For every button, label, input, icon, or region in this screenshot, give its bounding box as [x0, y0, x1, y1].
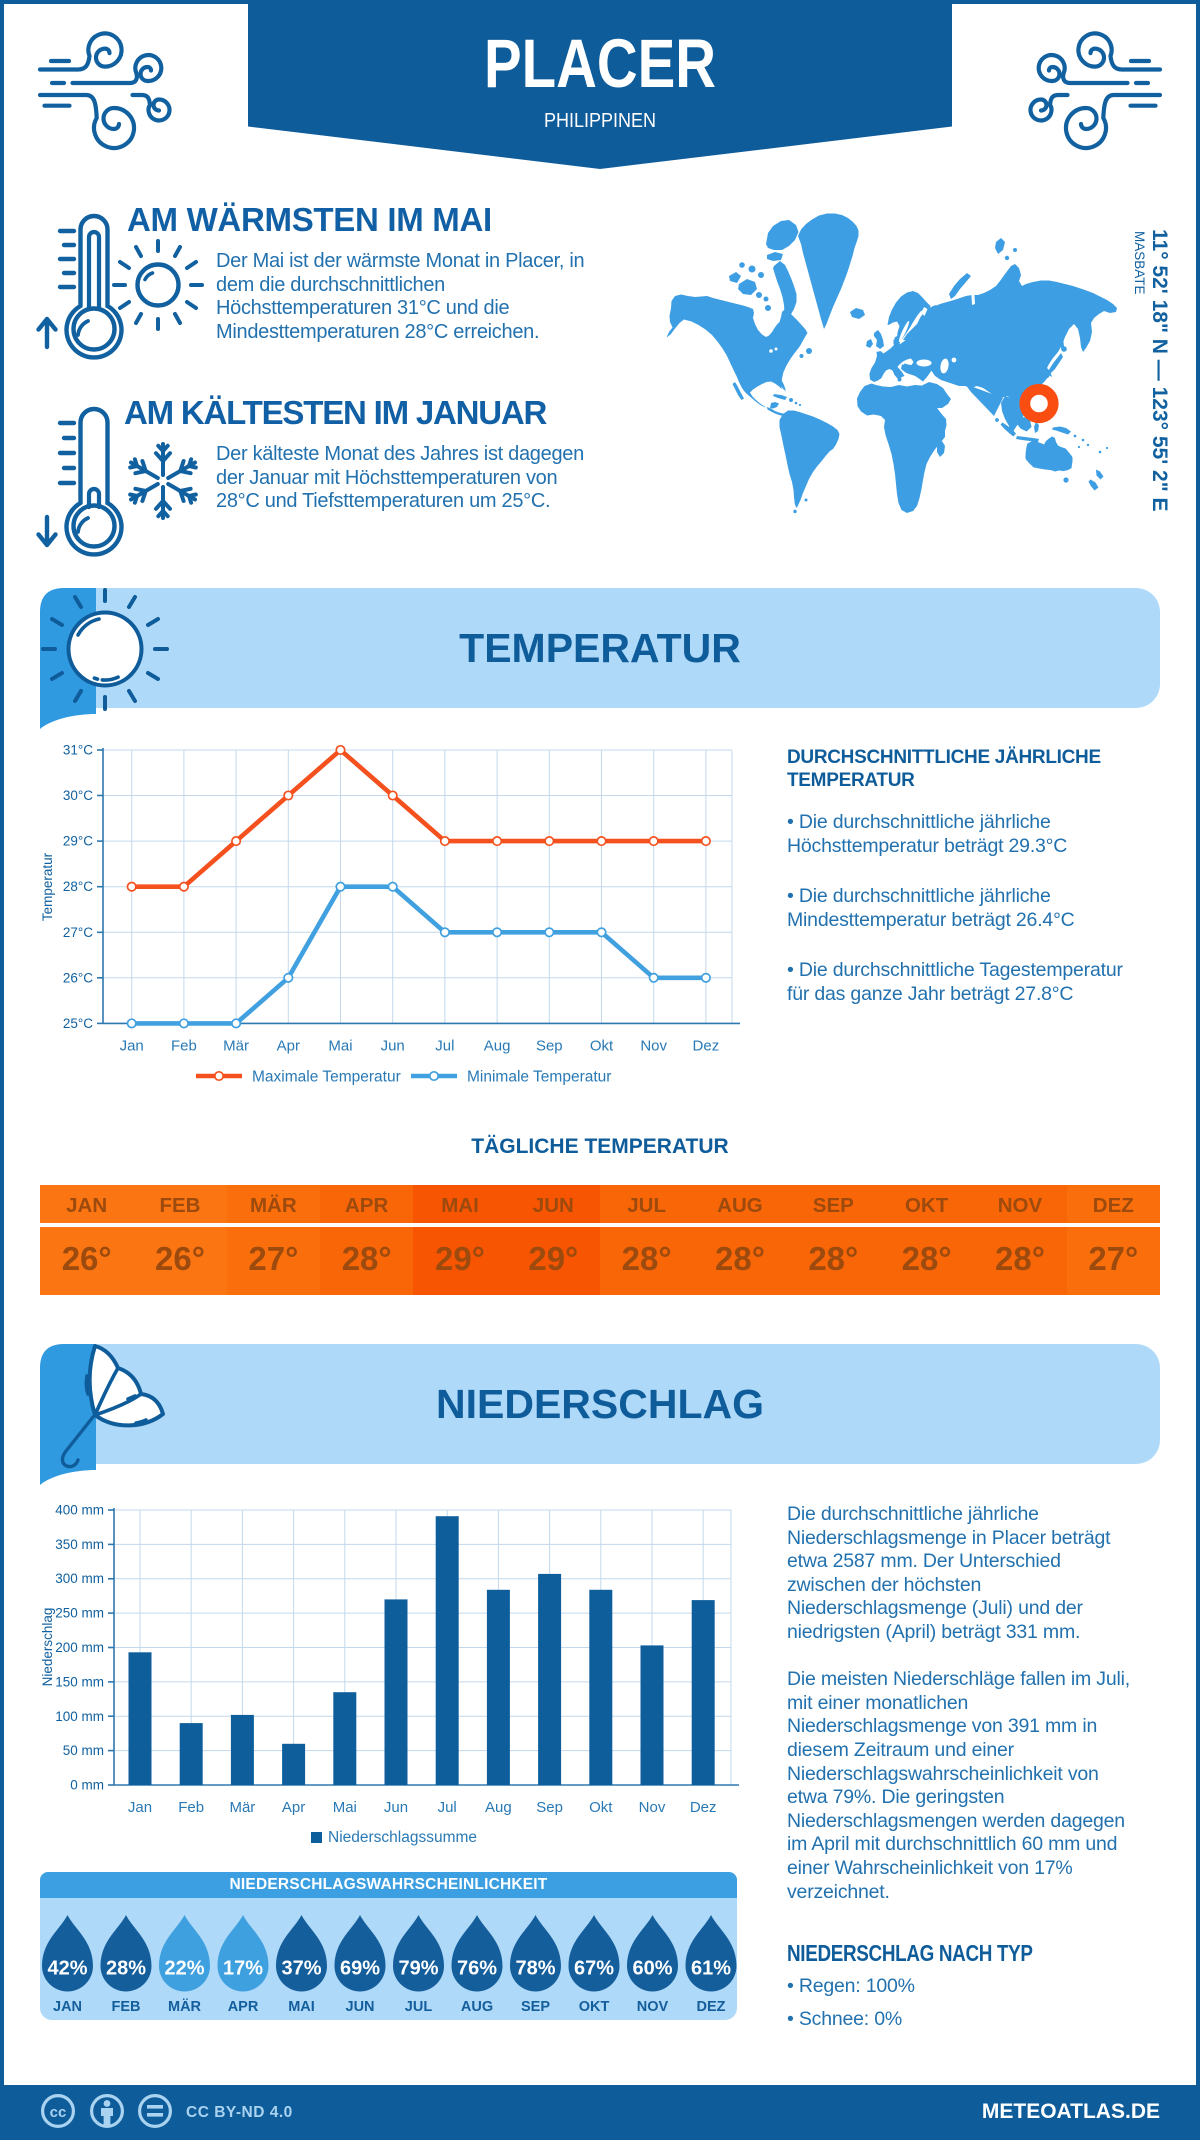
- svg-text:Mär: Mär: [223, 1037, 249, 1054]
- svg-text:37%: 37%: [281, 1958, 321, 1980]
- svg-text:NOV: NOV: [637, 1999, 669, 2015]
- svg-text:28%: 28%: [106, 1958, 146, 1980]
- svg-text:Dez: Dez: [690, 1799, 717, 1816]
- svg-text:Mär: Mär: [229, 1799, 255, 1816]
- svg-text:61%: 61%: [691, 1958, 731, 1980]
- svg-text:22%: 22%: [164, 1958, 204, 1980]
- svg-text:AUG: AUG: [461, 1999, 493, 2015]
- svg-text:JAN: JAN: [53, 1999, 82, 2015]
- svg-text:42%: 42%: [47, 1958, 87, 1980]
- svg-text:Nov: Nov: [639, 1799, 666, 1816]
- svg-text:27°C: 27°C: [63, 925, 93, 940]
- svg-text:78%: 78%: [515, 1958, 555, 1980]
- svg-text:300 mm: 300 mm: [55, 1571, 104, 1586]
- svg-text:JUL: JUL: [405, 1999, 433, 2015]
- svg-text:30°C: 30°C: [63, 788, 93, 803]
- svg-text:Feb: Feb: [178, 1799, 204, 1816]
- svg-text:25°C: 25°C: [63, 1016, 93, 1031]
- svg-text:Jun: Jun: [384, 1799, 408, 1816]
- svg-text:Aug: Aug: [484, 1037, 511, 1054]
- svg-text:150 mm: 150 mm: [55, 1674, 104, 1689]
- svg-text:Apr: Apr: [282, 1799, 305, 1816]
- svg-text:PLACER: PLACER: [484, 25, 716, 102]
- svg-text:Jul: Jul: [435, 1037, 454, 1054]
- svg-text:DEZ: DEZ: [697, 1999, 726, 2015]
- svg-text:Feb: Feb: [171, 1037, 197, 1054]
- svg-text:Aug: Aug: [485, 1799, 512, 1816]
- svg-text:400 mm: 400 mm: [55, 1503, 104, 1518]
- svg-text:Okt: Okt: [590, 1037, 614, 1054]
- svg-text:50 mm: 50 mm: [63, 1743, 104, 1758]
- svg-text:FEB: FEB: [112, 1999, 141, 2015]
- svg-text:SEP: SEP: [521, 1999, 550, 2015]
- svg-text:Niederschlagssumme: Niederschlagssumme: [328, 1829, 477, 1846]
- svg-text:cc: cc: [50, 2104, 67, 2121]
- svg-text:0 mm: 0 mm: [70, 1778, 104, 1793]
- svg-text:200 mm: 200 mm: [55, 1640, 104, 1655]
- svg-text:28°C: 28°C: [63, 879, 93, 894]
- svg-text:MÄR: MÄR: [168, 1998, 202, 2015]
- svg-text:Dez: Dez: [693, 1037, 720, 1054]
- svg-text:100 mm: 100 mm: [55, 1709, 104, 1724]
- svg-text:29°C: 29°C: [63, 834, 93, 849]
- svg-text:60%: 60%: [632, 1958, 672, 1980]
- svg-text:MAI: MAI: [288, 1999, 315, 2015]
- svg-text:Sep: Sep: [536, 1037, 563, 1054]
- svg-text:Mai: Mai: [328, 1037, 352, 1054]
- svg-text:Maximale Temperatur: Maximale Temperatur: [252, 1069, 401, 1086]
- svg-text:Niederschlag: Niederschlag: [40, 1608, 55, 1687]
- svg-text:31°C: 31°C: [63, 743, 93, 758]
- svg-text:Temperatur: Temperatur: [40, 852, 55, 921]
- svg-text:APR: APR: [228, 1999, 259, 2015]
- svg-text:26°C: 26°C: [63, 970, 93, 985]
- svg-text:79%: 79%: [398, 1958, 438, 1980]
- svg-text:250 mm: 250 mm: [55, 1606, 104, 1621]
- svg-text:CC BY-ND 4.0: CC BY-ND 4.0: [186, 2104, 293, 2121]
- svg-text:67%: 67%: [574, 1958, 614, 1980]
- svg-text:76%: 76%: [457, 1958, 497, 1980]
- svg-text:JUN: JUN: [345, 1999, 374, 2015]
- svg-text:Jun: Jun: [381, 1037, 405, 1054]
- svg-text:Jul: Jul: [438, 1799, 457, 1816]
- svg-text:Sep: Sep: [536, 1799, 563, 1816]
- svg-text:OKT: OKT: [579, 1999, 610, 2015]
- svg-text:Nov: Nov: [640, 1037, 667, 1054]
- svg-text:Jan: Jan: [128, 1799, 152, 1816]
- svg-text:69%: 69%: [340, 1958, 380, 1980]
- svg-text:PHILIPPINEN: PHILIPPINEN: [544, 110, 656, 132]
- svg-text:17%: 17%: [223, 1958, 263, 1980]
- svg-text:Jan: Jan: [120, 1037, 144, 1054]
- svg-text:Apr: Apr: [277, 1037, 300, 1054]
- svg-text:350 mm: 350 mm: [55, 1537, 104, 1552]
- svg-text:Mai: Mai: [333, 1799, 357, 1816]
- svg-text:Okt: Okt: [589, 1799, 613, 1816]
- svg-text:Minimale Temperatur: Minimale Temperatur: [467, 1069, 611, 1086]
